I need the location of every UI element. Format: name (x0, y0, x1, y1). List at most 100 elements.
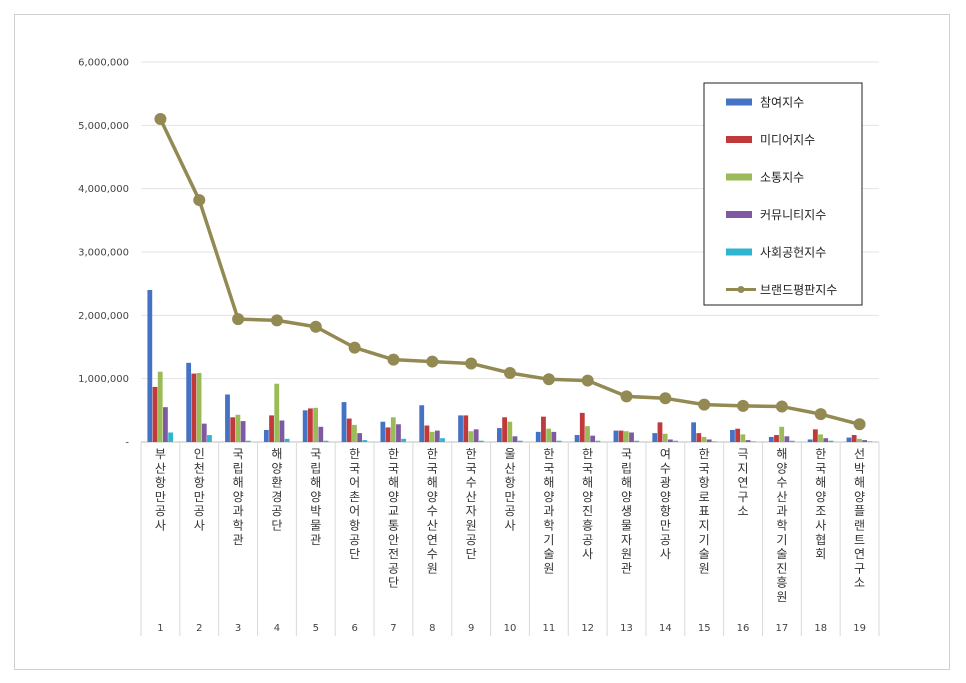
legend-swatch (726, 98, 752, 106)
legend-label: 소통지수 (760, 171, 804, 185)
legend-swatch (726, 136, 752, 143)
bar-1 (186, 362, 192, 442)
line-point (775, 400, 788, 413)
bar-4 (434, 430, 440, 442)
line-point (232, 313, 245, 326)
bar-3 (157, 371, 163, 442)
line-point (270, 314, 283, 327)
line-point (737, 399, 750, 412)
bar-3 (662, 433, 668, 442)
label-layer: 6,000,000 5,000,000 4,000,000 3,000,000 2,00… (78, 58, 866, 635)
bar-4 (473, 429, 479, 442)
bar-2 (618, 430, 624, 442)
bar-1 (807, 439, 813, 442)
bar-2 (812, 429, 818, 442)
bar-2 (502, 417, 507, 442)
bar-2 (463, 415, 469, 442)
y-tick-label: 3,000,000 (78, 248, 129, 259)
bar-2 (307, 408, 313, 442)
bar-1 (147, 290, 153, 442)
bar-5 (401, 438, 407, 442)
bar-1 (535, 431, 541, 442)
rank-label: 13 (620, 623, 633, 634)
bar-2 (774, 435, 779, 442)
bar-2 (385, 427, 391, 442)
bar-1 (263, 429, 269, 442)
bar-2 (579, 412, 585, 442)
bar-5 (517, 440, 523, 442)
bar-3 (507, 421, 513, 442)
bar-4 (823, 438, 829, 442)
bar-1 (458, 415, 463, 442)
bar-3 (546, 428, 552, 442)
chart-frame (14, 14, 950, 670)
y-tick-label: 4,000,000 (78, 184, 129, 195)
bar-5 (634, 440, 640, 442)
bar-4 (862, 440, 867, 442)
bar-2 (541, 416, 546, 442)
legend-label: 커뮤니티지수 (760, 208, 826, 222)
rank-label: 16 (737, 623, 750, 634)
bar-4 (357, 433, 363, 442)
line-point (348, 341, 361, 354)
line-point (620, 390, 633, 403)
rank-label: 12 (581, 623, 594, 634)
bar-5 (673, 440, 678, 442)
rank-label: 8 (429, 623, 435, 634)
legend-label: 미디어지수 (760, 133, 815, 147)
bar-3 (623, 431, 629, 442)
y-tick-label: 2,000,000 (78, 311, 129, 322)
bar-3 (818, 434, 823, 442)
bar-4 (240, 421, 246, 442)
line-point (465, 357, 478, 370)
bar-3 (352, 424, 357, 442)
rank-label: 7 (390, 623, 396, 634)
bar-3 (585, 426, 590, 442)
bar-5 (595, 440, 601, 442)
bar-5 (323, 440, 329, 442)
rank-label: 17 (776, 623, 789, 634)
bar-3 (274, 383, 280, 442)
bar-5 (284, 438, 290, 442)
line-point (387, 353, 400, 366)
bar-5 (362, 440, 368, 442)
bar-2 (346, 418, 352, 442)
bar-3 (779, 426, 785, 442)
bar-3 (856, 438, 862, 442)
bar-2 (424, 425, 430, 442)
legend-label: 브랜드평판지수 (760, 283, 837, 297)
bar-1 (419, 405, 425, 442)
bar-2 (230, 417, 236, 442)
bar-4 (201, 423, 207, 442)
bar-1 (302, 410, 308, 442)
bar-4 (396, 424, 401, 442)
bar-2 (696, 433, 702, 442)
line-point (698, 398, 711, 411)
bar-1 (225, 394, 230, 442)
line-point (193, 194, 206, 207)
y-tick-label: 1,000,000 (78, 374, 129, 385)
line-point (853, 418, 866, 431)
legend-label: 참여지수 (760, 96, 804, 110)
bar-5 (207, 435, 212, 442)
legend-swatch (726, 248, 752, 256)
bar-4 (318, 426, 324, 442)
rank-label: 1 (157, 623, 163, 634)
bar-5 (828, 440, 834, 442)
bar-3 (235, 414, 241, 442)
line-point (426, 355, 439, 368)
